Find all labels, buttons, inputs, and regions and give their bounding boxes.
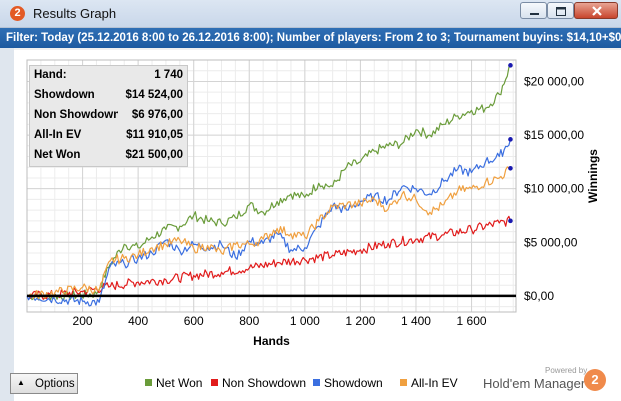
stat-value: $14 524,00 [125,89,183,101]
stat-label: Showdown [34,89,95,101]
left-edge-panel [0,48,14,401]
stat-value: 1 740 [154,69,183,81]
series-end-marker [508,63,513,68]
minimize-icon [530,13,539,15]
stat-label: Hand: [34,69,67,81]
series-end-marker [508,166,513,171]
brand-name: Hold'em Manager [483,376,586,391]
options-label: Options [35,378,75,390]
stat-row-all-in-ev: All-In EV $11 910,05 [30,126,187,146]
stat-label: Net Won [34,149,81,161]
x-tick-label: 1 600 [457,314,487,328]
window-title: Results Graph [33,6,117,21]
legend-swatch [400,379,407,386]
legend-swatch [313,379,320,386]
app-icon: 2 [10,6,25,21]
legend-label: All-In EV [411,376,458,390]
series-line-net-won [26,65,511,301]
x-tick-label: 800 [239,314,259,328]
stat-row-non-showdown: Non Showdown $6 976,00 [30,106,187,126]
stat-label: Non Showdown [34,109,118,121]
powered-by-text: Powered by [545,366,588,375]
close-icon [592,6,602,16]
y-axis-title: Winnings [586,149,600,203]
x-tick-label: 1 000 [290,314,320,328]
legend-swatch [145,379,152,386]
plot-border [26,59,517,313]
y-tick-label: $5 000,00 [524,235,578,249]
y-tick-label: $10 000,00 [524,182,584,196]
title-bar: 2 Results Graph [0,0,621,28]
stat-value: $21 500,00 [125,149,183,161]
series-end-marker [508,137,513,142]
legend-label: Showdown [324,376,383,390]
x-axis-title: Hands [253,334,290,348]
x-tick-label: 1 200 [345,314,375,328]
legend-swatch [211,379,218,386]
triangle-up-icon: ▲ [17,378,25,387]
stat-row-net-won: Net Won $21 500,00 [30,146,187,166]
stat-row-showdown: Showdown $14 524,00 [30,86,187,106]
x-tick-label: 400 [128,314,148,328]
stat-value: $6 976,00 [131,109,183,121]
filter-text: Filter: Today (25.12.2016 8:00 to 26.12.… [6,32,621,44]
series-end-marker [508,218,513,224]
maximize-button[interactable] [547,2,574,19]
stats-box: Hand: 1 740 Showdown $14 524,00 Non Show… [29,65,188,167]
maximize-icon [556,7,566,16]
options-button[interactable]: ▲ Options [10,373,78,394]
x-tick-label: 1 400 [401,314,431,328]
chart-series [26,63,513,307]
stat-row-hands: Hand: 1 740 [30,66,187,86]
y-tick-label: $15 000,00 [524,128,584,142]
series-line-showdown [26,139,511,307]
x-tick-label: 600 [184,314,204,328]
legend-label: Non Showdown [222,376,307,390]
brand-logo-icon: 2 [584,369,606,391]
y-tick-label: $20 000,00 [524,74,584,88]
stat-value: $11 910,05 [126,129,183,141]
x-tick-label: 200 [73,314,93,328]
series-line-all-in-ev [26,166,511,300]
chart-axes: 200 400 600 800 1 000 1 200 1 400 1 600 $0,00 $5 … [27,74,600,348]
minimize-button[interactable] [520,2,547,19]
close-button[interactable] [574,2,618,19]
series-line-non-showdown [27,215,511,300]
filter-bar[interactable]: Filter: Today (25.12.2016 8:00 to 26.12.… [0,28,621,48]
y-tick-label: $0,00 [524,289,554,303]
legend-label: Net Won [156,376,203,390]
stat-label: All-In EV [34,129,82,141]
